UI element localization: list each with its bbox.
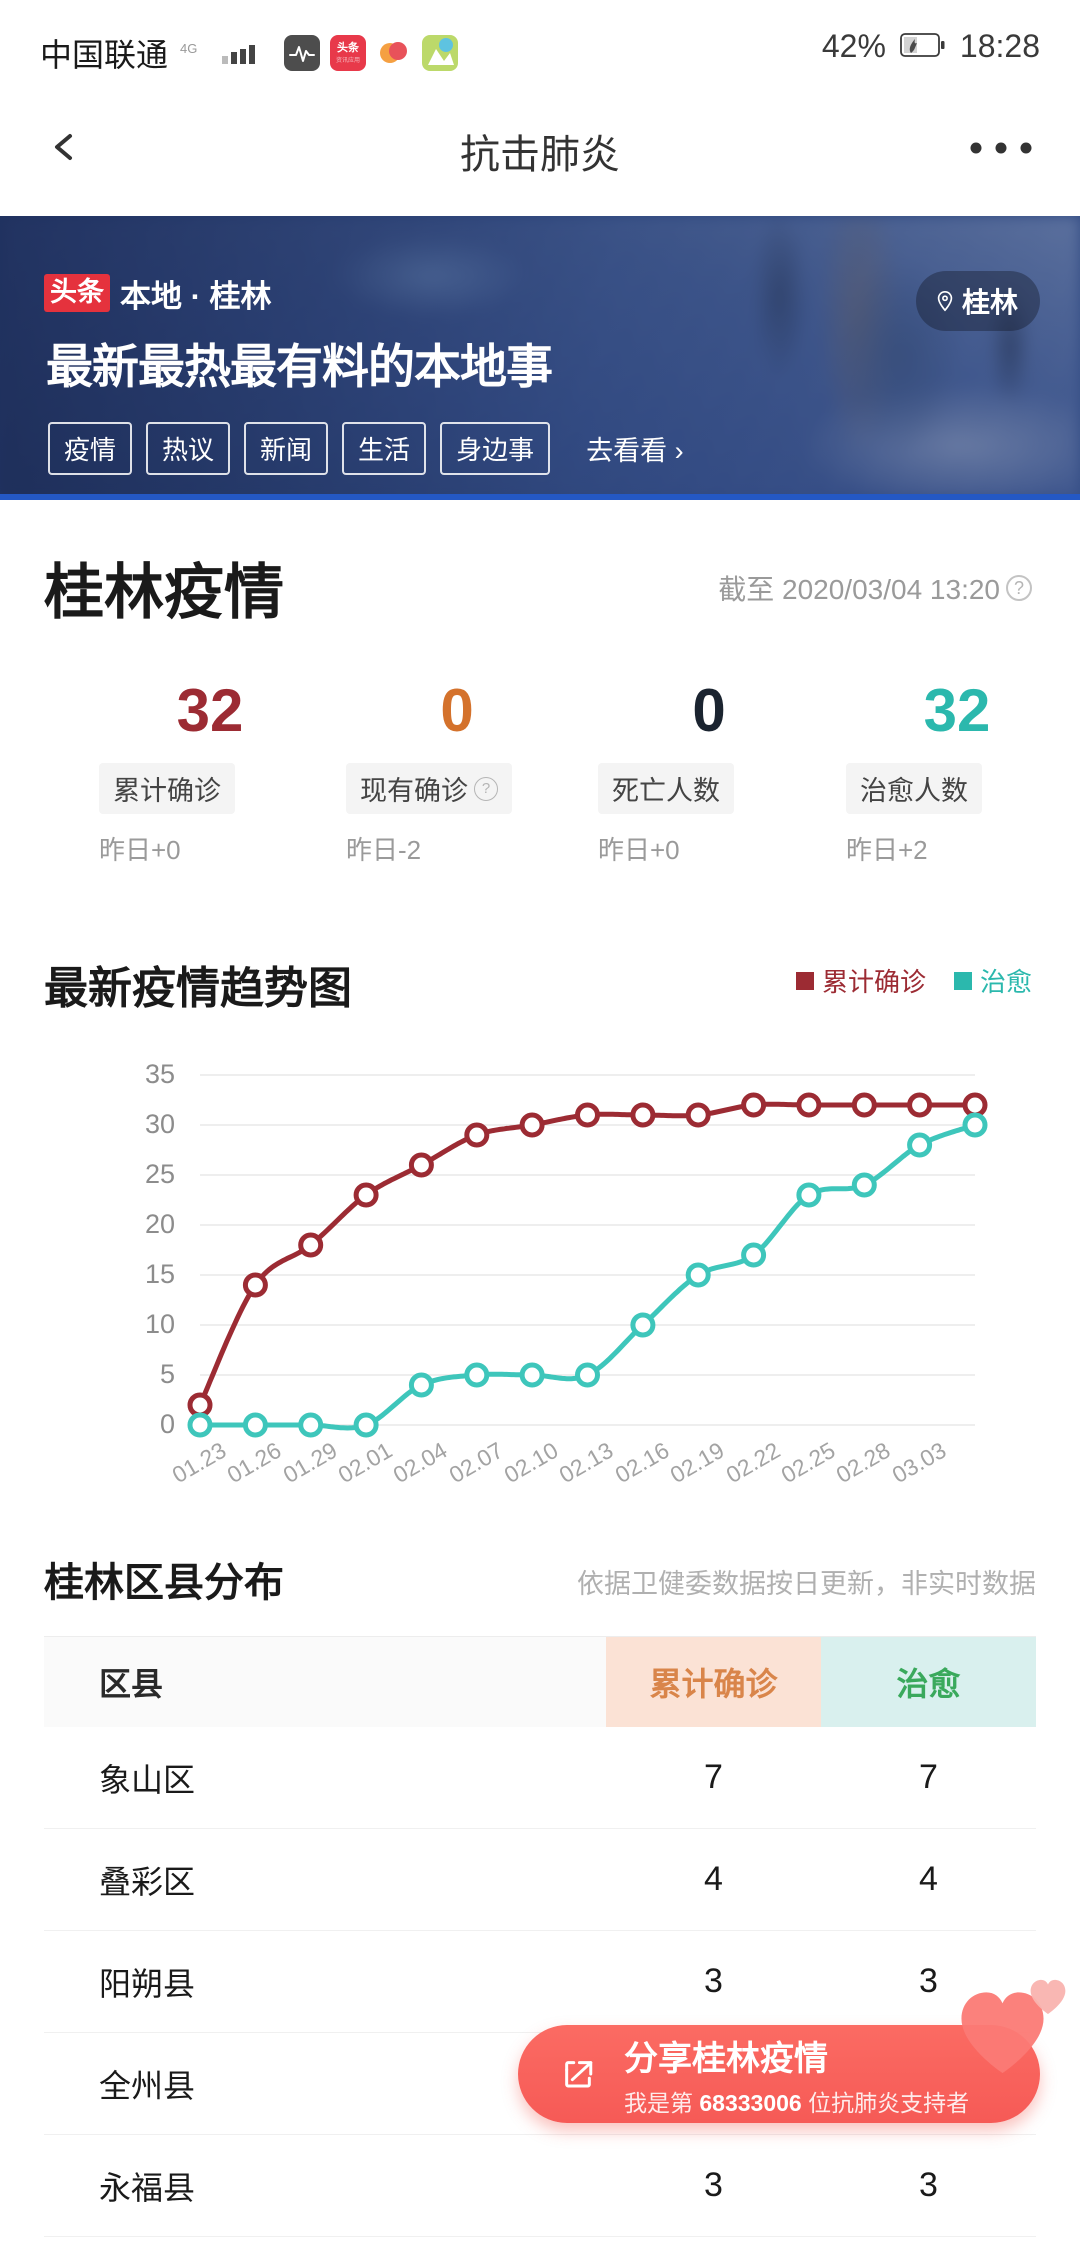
svg-text:20: 20 bbox=[145, 1209, 175, 1239]
svg-text:02.19: 02.19 bbox=[666, 1437, 729, 1488]
svg-text:头条: 头条 bbox=[337, 40, 360, 54]
svg-text:0: 0 bbox=[160, 1409, 175, 1439]
svg-text:03.03: 03.03 bbox=[888, 1437, 951, 1488]
svg-text:02.07: 02.07 bbox=[445, 1437, 508, 1488]
svg-text:25: 25 bbox=[145, 1159, 175, 1189]
svg-text:02.10: 02.10 bbox=[500, 1437, 563, 1488]
svg-text:02.28: 02.28 bbox=[832, 1437, 895, 1488]
svg-text:02.22: 02.22 bbox=[722, 1437, 785, 1488]
svg-text:02.13: 02.13 bbox=[555, 1437, 618, 1488]
svg-text:02.16: 02.16 bbox=[611, 1437, 674, 1488]
svg-text:35: 35 bbox=[145, 1059, 175, 1089]
svg-text:01.26: 01.26 bbox=[223, 1437, 286, 1488]
svg-text:02.25: 02.25 bbox=[777, 1437, 840, 1488]
svg-text:30: 30 bbox=[145, 1109, 175, 1139]
svg-text:01.23: 01.23 bbox=[168, 1437, 231, 1488]
svg-text:02.04: 02.04 bbox=[389, 1437, 452, 1488]
svg-text:01.29: 01.29 bbox=[279, 1437, 342, 1488]
svg-text:4G: 4G bbox=[180, 43, 197, 56]
svg-text:5: 5 bbox=[160, 1359, 175, 1389]
svg-text:15: 15 bbox=[145, 1259, 175, 1289]
svg-text:10: 10 bbox=[145, 1309, 175, 1339]
svg-text:资讯应用: 资讯应用 bbox=[336, 56, 360, 64]
svg-text:02.01: 02.01 bbox=[334, 1437, 397, 1488]
